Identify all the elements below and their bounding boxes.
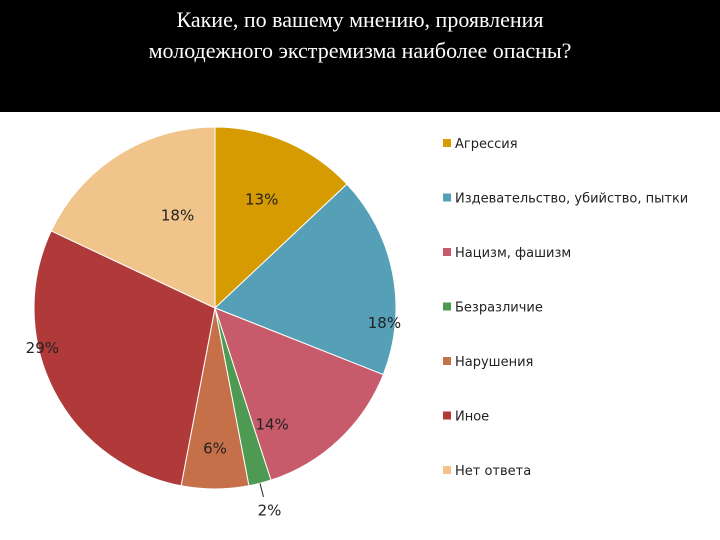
pie-slice-издевательство-убийство-пытки bbox=[214, 183, 397, 376]
legend-label-агрессия: Агрессия bbox=[455, 137, 518, 152]
legend-swatch-нарушения bbox=[443, 357, 451, 365]
pie-chart: 13% 18% 14% 2% 6% 29% 18% Агрессия Издевательст… bbox=[26, 126, 688, 520]
legend-swatch-иное bbox=[443, 411, 451, 420]
slice-labels: 13% 18% 14% 2% 6% 29% 18% bbox=[26, 191, 401, 520]
legend-swatch-нет-ответа bbox=[443, 466, 451, 474]
slice-label-издевательство-убийство-пытки: 18% bbox=[368, 314, 401, 332]
title-line-1: Какие, по вашему мнению, проявления bbox=[176, 7, 544, 32]
pie-slice-агрессия bbox=[214, 126, 348, 310]
slice-label-безразличие: 2% bbox=[258, 501, 282, 519]
leader-line-безразличие bbox=[259, 483, 264, 497]
legend-label-нарушения: Нарушения bbox=[455, 355, 533, 370]
slice-label-иное: 29% bbox=[26, 339, 59, 357]
legend-label-безразличие: Безразличие bbox=[455, 301, 543, 316]
legend-label-иное: Иное bbox=[455, 410, 489, 425]
slice-label-нет-ответа: 18% bbox=[161, 206, 194, 224]
slice-label-агрессия: 13% bbox=[245, 191, 278, 209]
legend-swatch-агрессия bbox=[443, 139, 451, 147]
legend-label-издевательство-убийство-пытки: Издевательство, убийство, пытки bbox=[455, 192, 688, 207]
legend-label-нет-ответа: Нет ответа bbox=[455, 464, 531, 479]
legend-label-нацизм-фашизм: Нацизм, фашизм bbox=[455, 246, 571, 261]
chart-title: Какие, по вашему мнению, проявления моло… bbox=[0, 4, 720, 66]
legend-swatch-нацизм-фашизм bbox=[443, 248, 451, 256]
legend: Агрессия Издевательство, убийство, пытки Н… bbox=[443, 137, 688, 479]
title-band: Какие, по вашему мнению, проявления моло… bbox=[0, 0, 720, 112]
slice-label-нацизм-фашизм: 14% bbox=[255, 416, 288, 434]
pie-slices bbox=[33, 126, 397, 490]
slice-label-нарушения: 6% bbox=[203, 440, 227, 458]
legend-swatch-издевательство-убийство-пытки bbox=[443, 193, 451, 202]
pie-slice-иное bbox=[33, 230, 216, 487]
legend-swatch-безразличие bbox=[443, 302, 451, 311]
leader-lines bbox=[259, 483, 264, 497]
chart-panel: 13% 18% 14% 2% 6% 29% 18% Агрессия Издевательст… bbox=[0, 112, 720, 540]
pie-slice-нет-ответа bbox=[50, 126, 216, 309]
title-line-2: молодежного экстремизма наиболее опасны? bbox=[148, 38, 572, 63]
